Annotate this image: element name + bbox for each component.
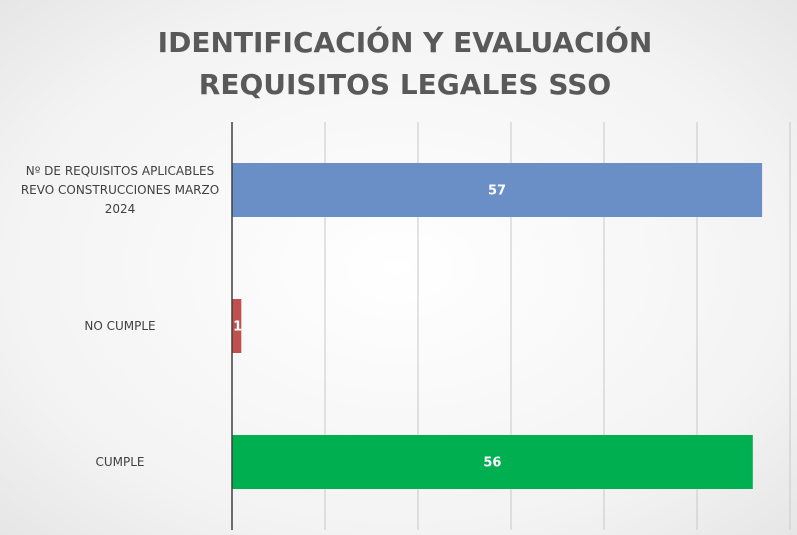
y-tick-label: Nº DE REQUISITOS APLICABLES REVO CONSTRU… <box>20 163 220 216</box>
y-tick-label: CUMPLE <box>95 454 145 469</box>
data-label: 1 <box>233 320 242 335</box>
data-label: 57 <box>488 184 506 199</box>
chart-title: IDENTIFICACIÓN Y EVALUACIÓN REQUISITOS L… <box>157 26 653 101</box>
bar <box>232 163 763 217</box>
y-tick-label: NO CUMPLE <box>84 318 156 333</box>
bar <box>232 435 753 489</box>
bar <box>232 299 242 353</box>
data-label: 56 <box>483 456 501 471</box>
